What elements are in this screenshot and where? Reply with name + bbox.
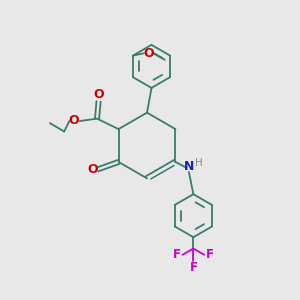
Text: F: F [189,261,197,274]
Text: N: N [184,160,194,173]
Text: F: F [173,248,181,261]
Text: O: O [69,114,80,127]
Text: O: O [143,47,154,60]
Text: H: H [196,158,203,167]
Text: O: O [93,88,104,101]
Text: O: O [88,163,98,176]
Text: F: F [206,248,214,261]
